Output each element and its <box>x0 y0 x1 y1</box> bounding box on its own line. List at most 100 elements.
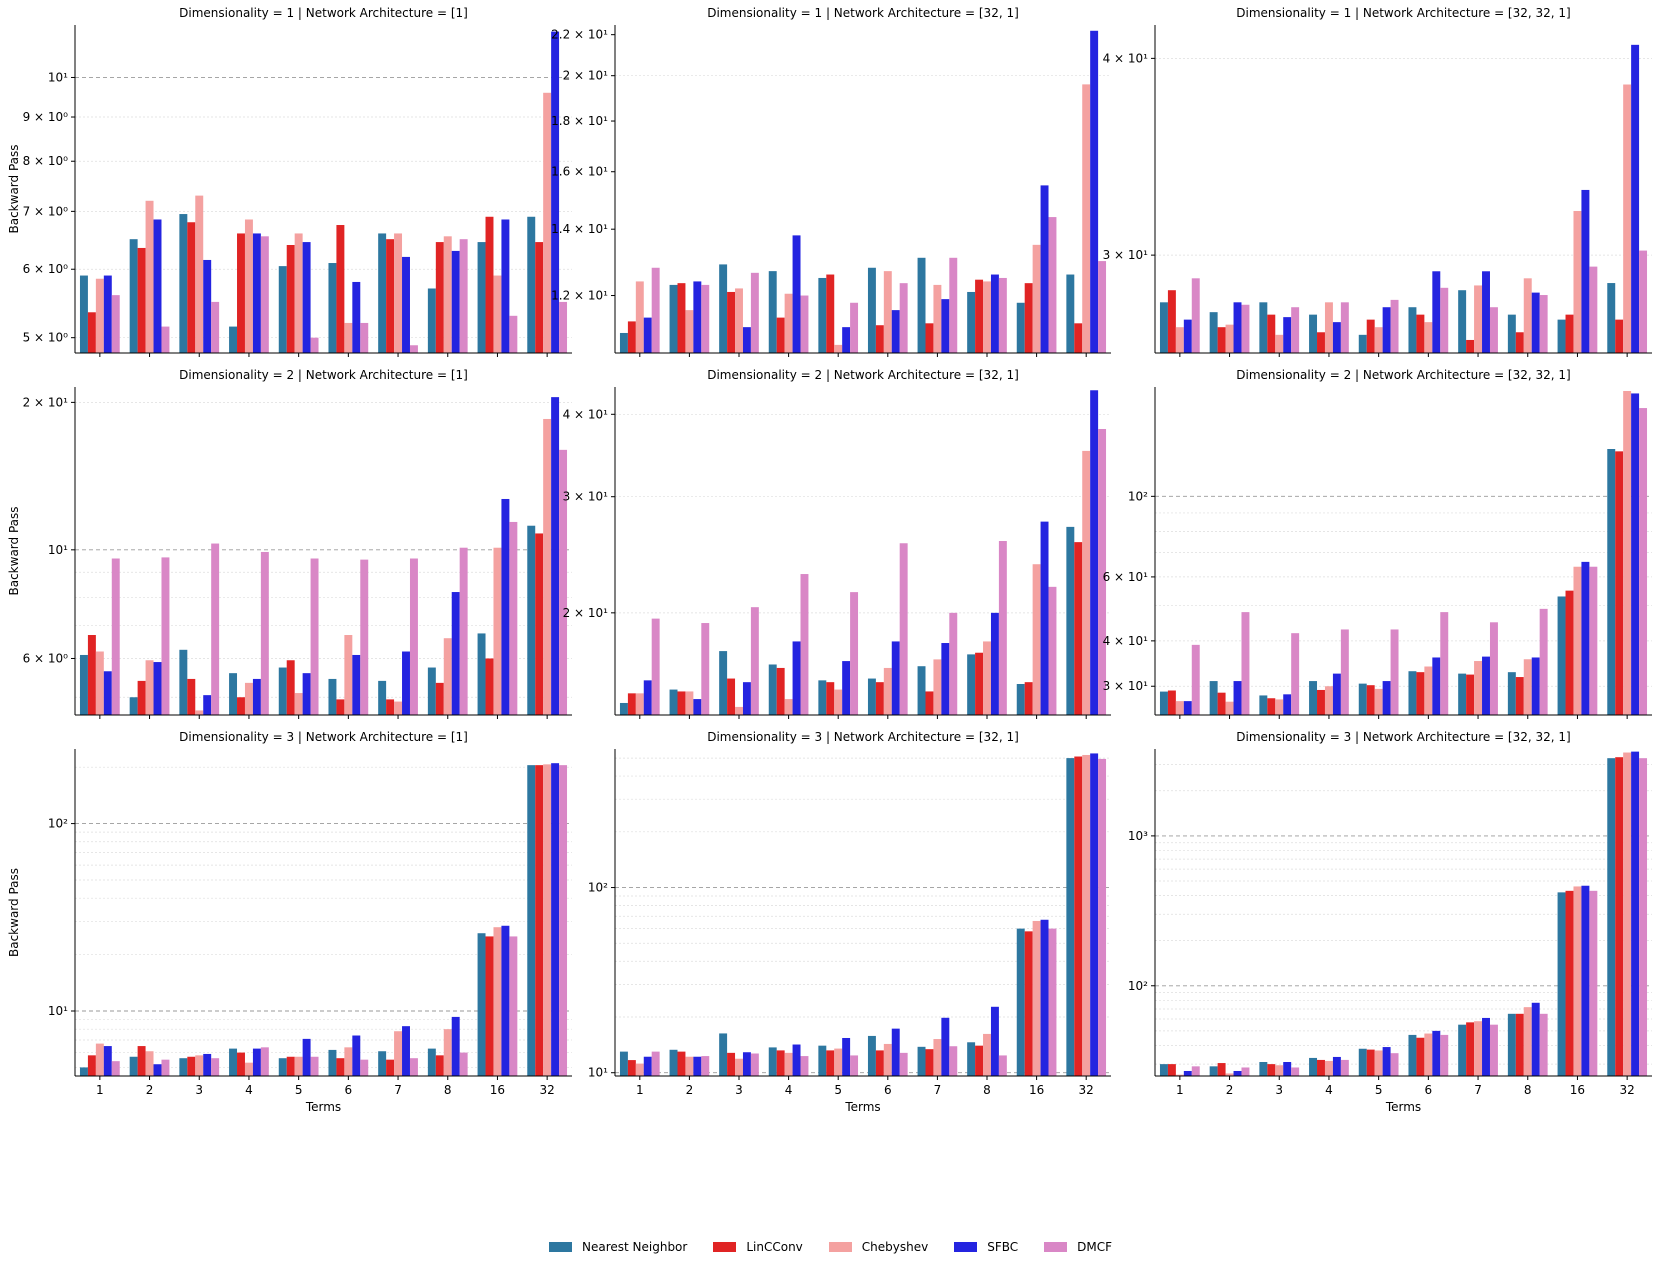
x-tick-label: 7 <box>1474 1083 1482 1097</box>
legend-swatch <box>828 1242 852 1252</box>
panel-title: Dimensionality = 3 | Network Architectur… <box>179 730 468 744</box>
y-tick-label: 6 × 10⁰ <box>23 262 69 276</box>
bar-sfbc <box>402 651 410 715</box>
bar-sfbc <box>302 1038 311 1076</box>
bar-nearest-neighbor <box>1016 302 1025 353</box>
bar-lincconv <box>485 216 494 353</box>
bar-sfbc <box>551 31 560 354</box>
bar-sfbc <box>103 671 112 715</box>
bar-chebyshev <box>635 1063 644 1076</box>
bar-sfbc <box>501 219 510 353</box>
bar-dmcf <box>850 1055 859 1076</box>
bar-nearest-neighbor <box>378 233 387 353</box>
bar-dmcf <box>998 541 1007 715</box>
bar-lincconv <box>1024 283 1033 353</box>
bar-lincconv <box>87 312 96 353</box>
bar-lincconv <box>386 239 395 353</box>
x-axis-label: Terms <box>844 1100 880 1114</box>
bar-lincconv <box>975 1045 984 1076</box>
bar-sfbc <box>501 498 510 715</box>
bar-lincconv <box>776 317 785 353</box>
bar-lincconv <box>1267 1064 1276 1076</box>
bar-lincconv <box>1167 290 1176 353</box>
bar-lincconv <box>1024 682 1033 715</box>
bar-chebyshev <box>1424 322 1433 353</box>
bar-sfbc <box>941 1017 950 1076</box>
bar-chebyshev <box>1175 701 1184 715</box>
bar-lincconv <box>1217 327 1226 353</box>
bar-chebyshev <box>685 1056 694 1076</box>
bar-chebyshev <box>1424 666 1433 715</box>
bar-sfbc <box>551 763 560 1076</box>
bar-nearest-neighbor <box>378 680 387 715</box>
bar-nearest-neighbor <box>1259 695 1268 715</box>
bar-chebyshev <box>983 281 991 353</box>
panel-title: Dimensionality = 2 | Network Architectur… <box>1236 368 1570 382</box>
bar-dmcf <box>111 558 120 715</box>
bar-lincconv <box>875 682 884 715</box>
bar-lincconv <box>237 1052 245 1076</box>
bar-chebyshev <box>1424 1033 1433 1076</box>
bar-dmcf <box>1291 307 1300 353</box>
bar-sfbc <box>103 275 112 353</box>
y-tick-label: 2.2 × 10¹ <box>551 28 608 42</box>
bar-sfbc <box>252 678 261 715</box>
bar-dmcf <box>260 236 269 353</box>
bar-chebyshev <box>344 1047 353 1076</box>
bar-lincconv <box>336 699 345 715</box>
bar-chebyshev <box>493 547 502 715</box>
bar-chebyshev <box>145 200 154 353</box>
bar-lincconv <box>237 233 245 353</box>
bar-nearest-neighbor <box>527 765 536 1076</box>
y-tick-label: 5 × 10⁰ <box>23 331 69 345</box>
bar-sfbc <box>352 281 361 353</box>
bar-dmcf <box>161 1059 170 1076</box>
bar-chebyshev <box>784 1052 793 1076</box>
bar-sfbc <box>1482 656 1490 715</box>
bar-dmcf <box>459 1052 468 1076</box>
bar-chebyshev <box>493 927 502 1076</box>
y-tick-label: 10¹ <box>48 1004 68 1018</box>
bar-chebyshev <box>1623 390 1632 715</box>
bar-dmcf <box>750 607 759 715</box>
legend-label: LinCConv <box>746 1240 803 1254</box>
bar-chebyshev <box>1082 84 1091 353</box>
bar-chebyshev <box>195 710 204 715</box>
bar-sfbc <box>842 661 851 715</box>
x-tick-label: 8 <box>444 1083 452 1097</box>
y-tick-label: 9 × 10⁰ <box>23 110 69 124</box>
bar-nearest-neighbor <box>967 1042 976 1076</box>
bar-chebyshev <box>1082 754 1091 1076</box>
y-axis-label: Backward Pass <box>7 144 21 233</box>
x-tick-label: 1 <box>1176 1083 1184 1097</box>
legend-label: Chebyshev <box>861 1240 929 1254</box>
bar-nearest-neighbor <box>427 667 436 715</box>
bar-dmcf <box>1390 299 1399 353</box>
bar-chebyshev <box>1573 566 1582 715</box>
bar-nearest-neighbor <box>1458 673 1467 715</box>
bar-sfbc <box>1233 302 1242 353</box>
bar-sfbc <box>203 1053 212 1076</box>
bar-dmcf <box>1340 1059 1349 1076</box>
bar-dmcf <box>1440 287 1449 353</box>
bar-dmcf <box>1340 629 1349 715</box>
bar-dmcf <box>998 277 1007 353</box>
bar-sfbc <box>693 281 702 353</box>
bar-sfbc <box>792 1044 801 1076</box>
bar-chebyshev <box>1623 752 1632 1076</box>
bar-dmcf <box>1098 428 1107 715</box>
bar-sfbc <box>203 695 212 715</box>
bar-sfbc <box>1382 1047 1391 1076</box>
bar-sfbc <box>1382 681 1391 715</box>
x-tick-label: 16 <box>490 1083 505 1097</box>
x-tick-label: 5 <box>834 1083 842 1097</box>
bar-nearest-neighbor <box>79 275 88 353</box>
bar-chebyshev <box>95 1043 104 1076</box>
panel-title: Dimensionality = 2 | Network Architectur… <box>179 368 468 382</box>
bar-chebyshev <box>1523 1007 1532 1076</box>
bar-sfbc <box>302 242 311 353</box>
bar-sfbc <box>941 299 950 353</box>
panel-title: Dimensionality = 1 | Network Architectur… <box>1236 6 1570 20</box>
bar-lincconv <box>485 936 494 1076</box>
bar-lincconv <box>1366 685 1375 715</box>
